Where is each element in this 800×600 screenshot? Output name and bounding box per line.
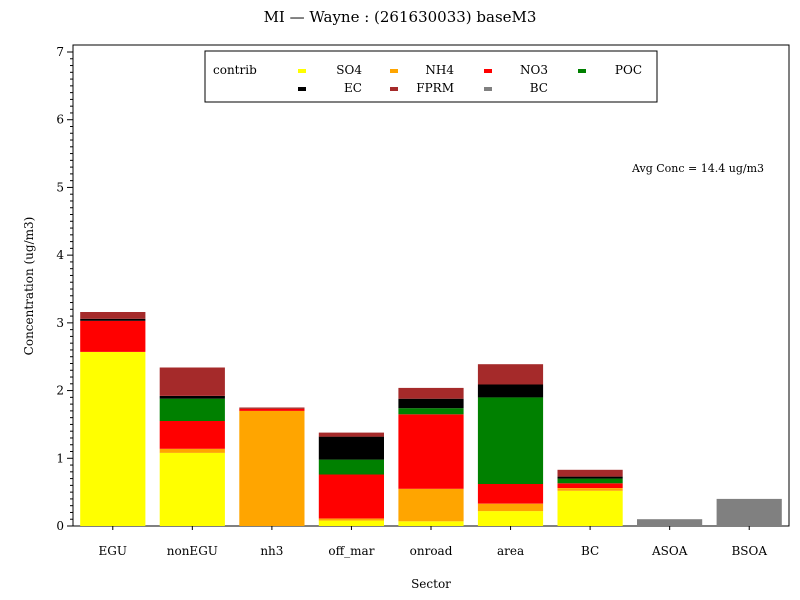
- y-axis-label: Concentration (ug/m3): [22, 217, 36, 356]
- bar-BC-NH4: [557, 488, 623, 491]
- x-axis: EGU nonEGU nh3 off_mar onroad area BC ASOA BSOA: [99, 526, 767, 558]
- legend-label-NO3: NO3: [520, 63, 548, 77]
- bar-nh3-NO3: [239, 408, 305, 411]
- bar-nh3-FPRM: [239, 407, 305, 409]
- bar-BC-NO3: [557, 483, 623, 488]
- y-tick-label: 1: [56, 451, 64, 465]
- x-tick-label: ASOA: [651, 544, 688, 558]
- bar-onroad-NO3: [398, 414, 464, 489]
- x-tick-label: BC: [581, 544, 599, 558]
- legend-swatch-POC: [578, 69, 586, 73]
- bar-off_mar-EC: [318, 436, 384, 460]
- x-axis-label: Sector: [411, 577, 451, 591]
- bar-off_mar-NH4: [318, 518, 384, 521]
- bar-off_mar-NO3: [318, 474, 384, 519]
- bar-ASOA-BC: [637, 519, 703, 526]
- y-tick-label: 5: [56, 180, 64, 194]
- bar-EGU-FPRM: [80, 312, 146, 319]
- bars-group: [80, 312, 782, 526]
- bar-onroad-NH4: [398, 488, 464, 522]
- bar-EGU-NO3: [80, 320, 146, 352]
- bar-onroad-SO4: [398, 521, 464, 526]
- bar-BSOA-BC: [716, 498, 782, 526]
- legend-swatch-NH4: [390, 69, 398, 73]
- bar-nonEGU-NO3: [159, 421, 225, 449]
- bar-BC-EC: [557, 476, 623, 479]
- avg-conc-annotation: Avg Conc = 14.4 ug/m3: [631, 162, 764, 175]
- y-tick-label: 4: [56, 248, 64, 262]
- legend-label-SO4: SO4: [336, 63, 362, 77]
- bar-area-EC: [477, 384, 544, 398]
- x-tick-label: area: [497, 544, 524, 558]
- x-tick-label: nh3: [260, 544, 283, 558]
- bar-area-NO3: [477, 484, 544, 504]
- legend-box: [204, 50, 658, 103]
- x-tick-label: nonEGU: [167, 544, 218, 558]
- bar-onroad-EC: [398, 398, 464, 409]
- bar-nonEGU-EC: [159, 396, 225, 399]
- bar-EGU-SO4: [80, 352, 146, 526]
- bar-nonEGU-NH4: [159, 448, 225, 453]
- bar-onroad-FPRM: [398, 387, 464, 399]
- y-axis: 0 1 2 3 4 5 6 7: [56, 45, 73, 533]
- legend-swatch-SO4: [298, 69, 306, 73]
- legend-label-NH4: NH4: [425, 63, 454, 77]
- legend-swatch-NO3: [484, 69, 492, 73]
- bar-area-FPRM: [477, 364, 544, 385]
- legend-label-POC: POC: [615, 63, 642, 77]
- bar-nh3-NH4: [239, 410, 305, 526]
- bar-EGU-EC: [80, 318, 146, 321]
- bar-nonEGU-POC: [159, 398, 225, 421]
- x-tick-label: off_mar: [328, 544, 374, 558]
- legend: contrib SO4 NH4 NO3 POC EC FPRM BC: [204, 50, 658, 103]
- bar-off_mar-SO4: [318, 520, 384, 526]
- bar-nonEGU-FPRM: [159, 367, 225, 396]
- legend-label-FPRM: FPRM: [416, 81, 454, 95]
- bar-area-NH4: [477, 503, 544, 512]
- legend-label-BC: BC: [530, 81, 548, 95]
- bar-off_mar-POC: [318, 459, 384, 475]
- x-tick-label: EGU: [99, 544, 127, 558]
- legend-swatch-FPRM: [390, 87, 398, 91]
- bar-area-SO4: [477, 511, 544, 526]
- y-tick-label: 7: [56, 45, 64, 59]
- y-tick-label: 6: [56, 113, 64, 127]
- y-tick-label: 2: [56, 384, 64, 398]
- legend-label-EC: EC: [344, 81, 362, 95]
- chart-title: MI — Wayne : (261630033) baseM3: [264, 8, 537, 26]
- bar-onroad-POC: [398, 408, 464, 415]
- bar-BC-POC: [557, 478, 623, 484]
- x-tick-label: BSOA: [731, 544, 767, 558]
- bar-BC-FPRM: [557, 469, 623, 477]
- bar-off_mar-FPRM: [318, 432, 384, 437]
- bar-BC-SO4: [557, 490, 623, 526]
- x-tick-label: onroad: [410, 544, 453, 558]
- legend-title: contrib: [213, 63, 257, 77]
- y-tick-label: 3: [56, 316, 64, 330]
- y-tick-label: 0: [56, 519, 64, 533]
- legend-swatch-EC: [298, 87, 306, 91]
- bar-area-POC: [477, 397, 544, 484]
- bar-nonEGU-SO4: [159, 452, 225, 526]
- legend-swatch-BC: [484, 87, 492, 91]
